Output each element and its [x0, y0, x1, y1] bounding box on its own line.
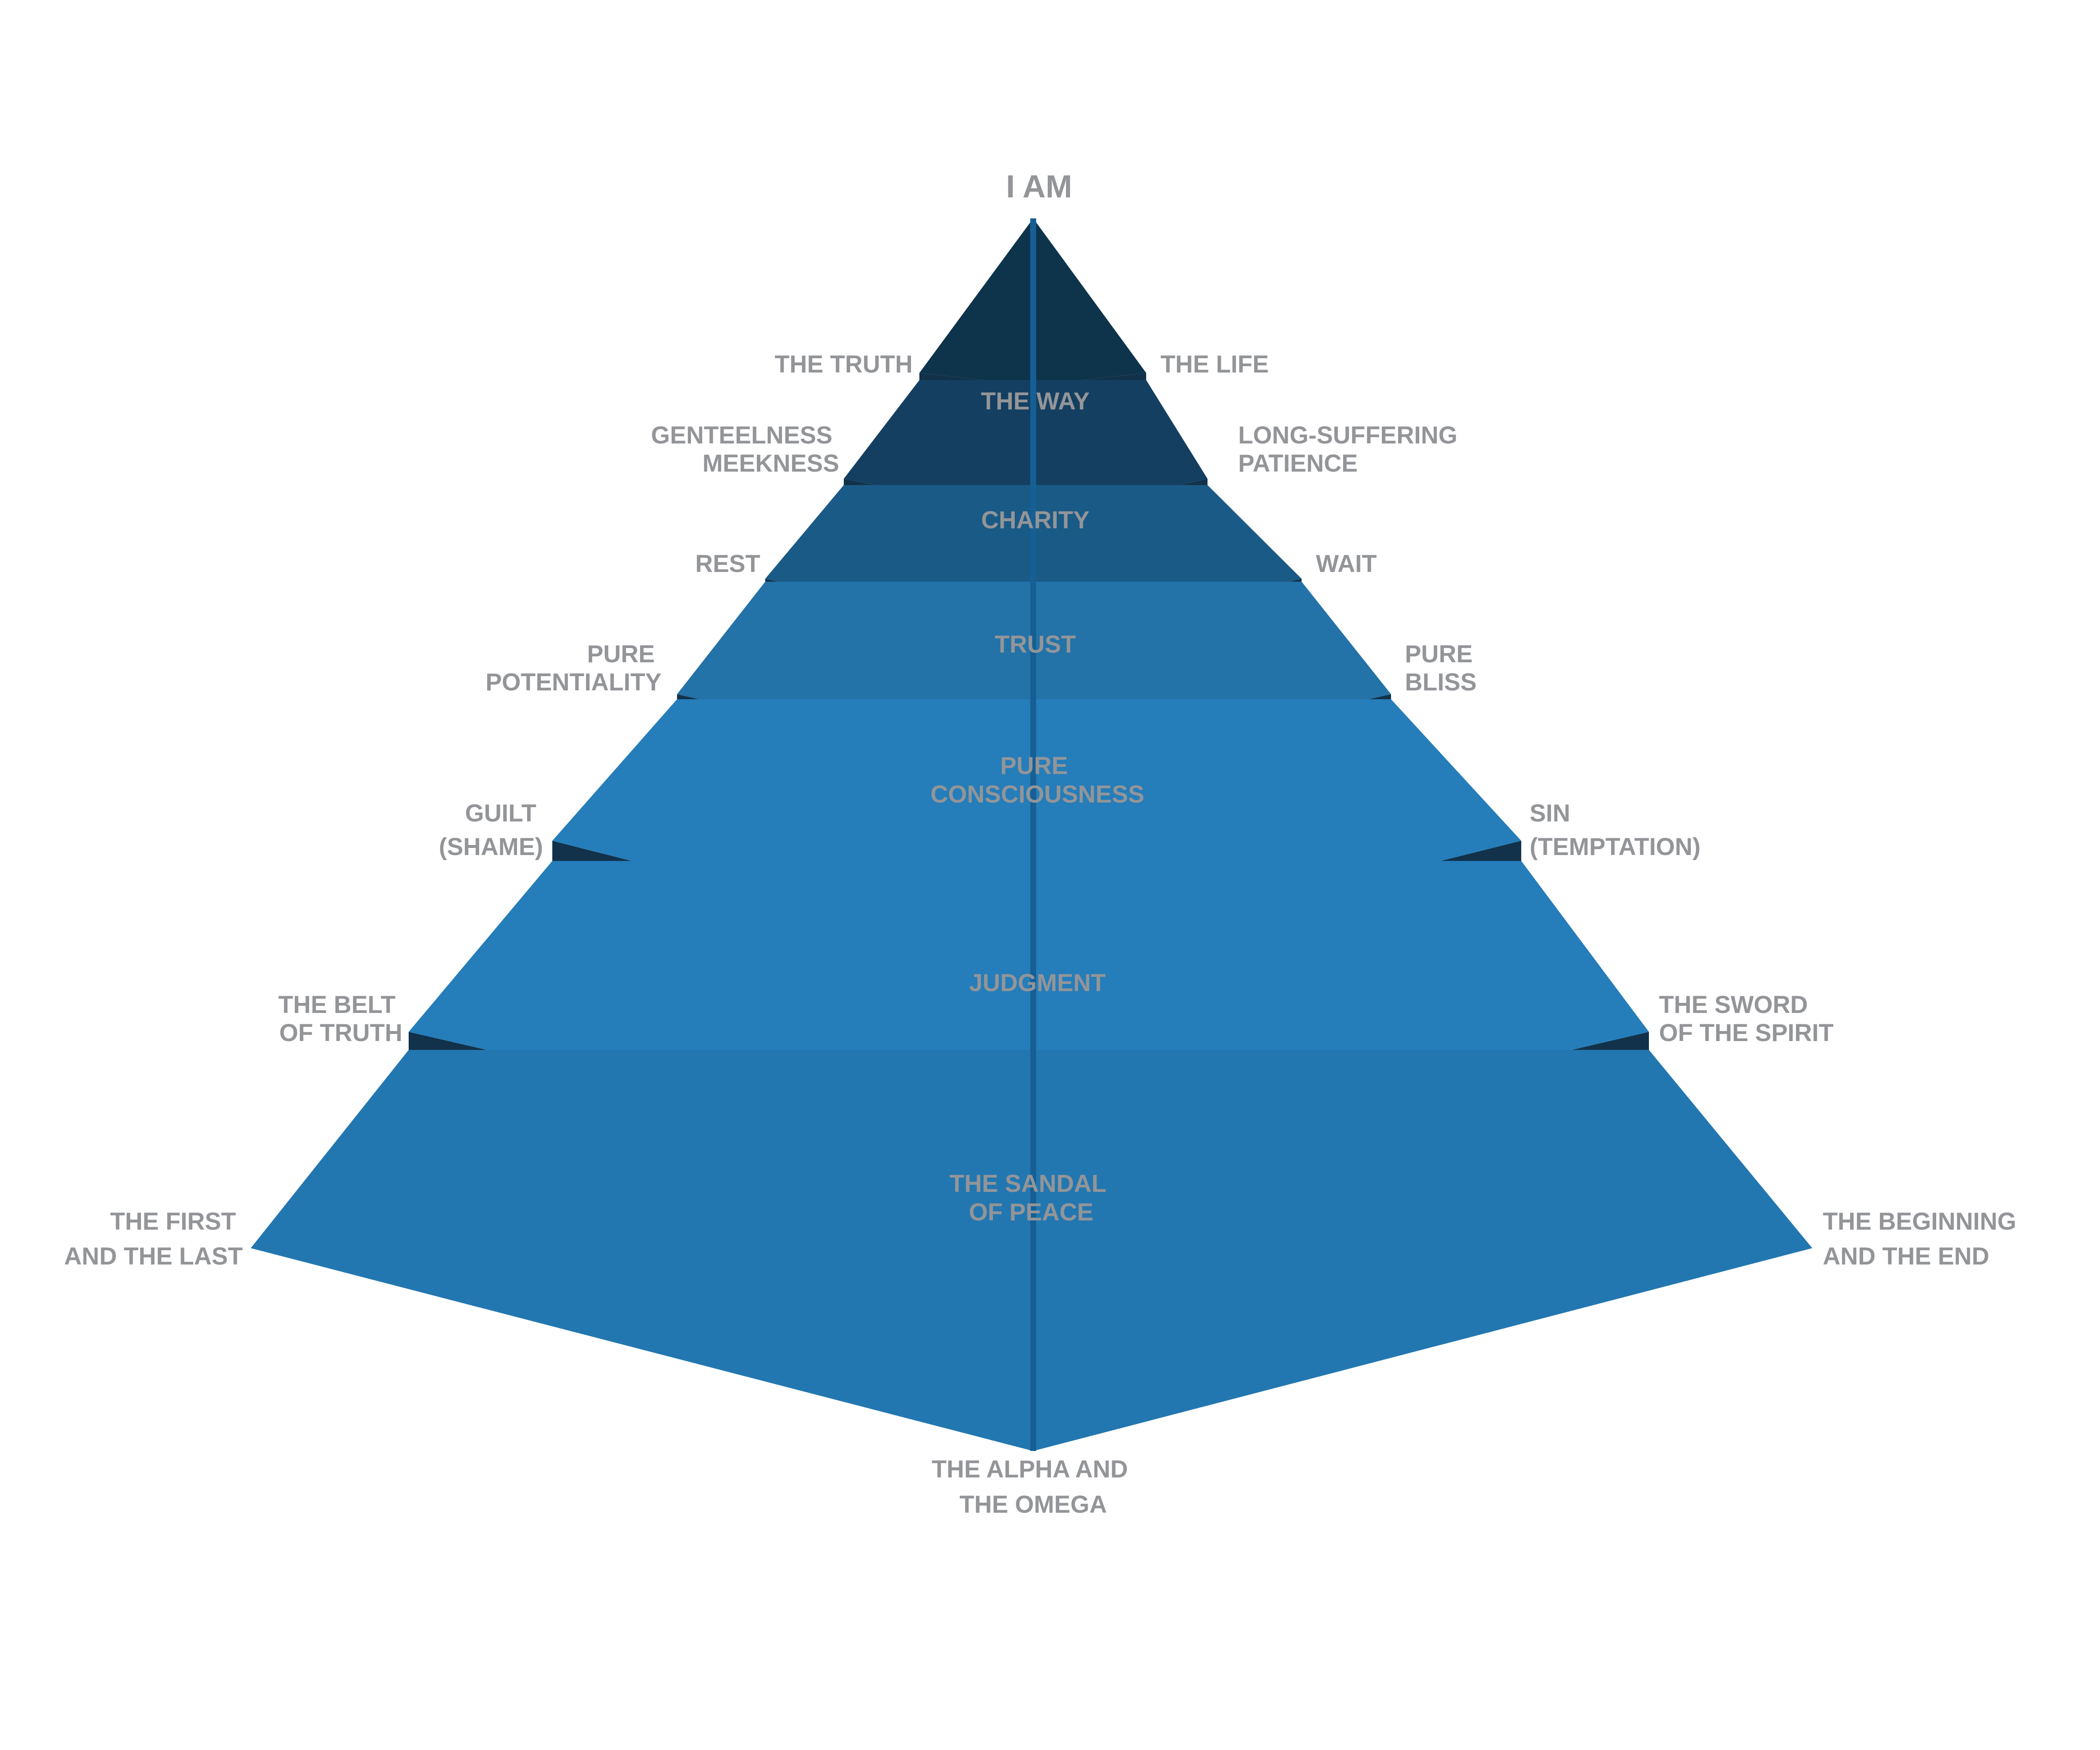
tier-4-center-label: PURE CONSCIOUSNESS — [930, 752, 1144, 808]
tier-1-right-label: THE LIFE — [1160, 351, 1269, 378]
tier-4-right-label: PURE BLISS — [1405, 640, 1479, 696]
tier-6-right-line-1: THE SWORD — [1659, 991, 1808, 1018]
tier-3-right-line-1: WAIT — [1316, 550, 1377, 577]
bottom-label: THE ALPHA AND THE OMEGA — [932, 1456, 1134, 1518]
tier-1-left-label: THE TRUTH — [774, 351, 913, 378]
tier-3-right-label: WAIT — [1316, 550, 1377, 577]
tier-7-left-label: THE FIRST AND THE LAST — [64, 1208, 243, 1270]
tier-6-right-label: THE SWORD OF THE SPIRIT — [1659, 991, 1834, 1047]
tier-5-right-line-2: (TEMPTATION) — [1530, 833, 1701, 861]
bottom-label-line-1: THE ALPHA AND — [932, 1456, 1128, 1483]
tier-4-right-line-2: BLISS — [1405, 669, 1477, 696]
tier-6-center-line-1: THE SANDAL — [950, 1170, 1106, 1197]
bottom-label-line-2: THE OMEGA — [959, 1491, 1107, 1518]
tier-3-center-line-1: TRUST — [995, 631, 1076, 658]
tier-6-center-label: THE SANDAL OF PEACE — [950, 1170, 1113, 1226]
tier-6-left-label: THE BELT OF TRUTH — [278, 991, 402, 1047]
tier-6-left-line-2: OF TRUTH — [279, 1019, 402, 1047]
tier-6-center-line-2: OF PEACE — [969, 1199, 1094, 1226]
tier-5-center-label: JUDGMENT — [969, 969, 1105, 997]
tier-7-right-line-2: AND THE END — [1823, 1243, 1989, 1270]
tier-2-right-line-1: LONG-SUFFERING — [1238, 422, 1457, 449]
tier-7-left-line-2: AND THE LAST — [64, 1243, 243, 1270]
tier-5-left-line-1: GUILT — [465, 800, 536, 827]
tier-2-center-label: CHARITY — [981, 506, 1089, 534]
tier-2-band — [844, 380, 1208, 518]
tier-3-left-line-1: REST — [695, 550, 760, 577]
tier-5-right-label: SIN (TEMPTATION) — [1530, 800, 1701, 861]
tier-2-right-label: LONG-SUFFERING PATIENCE — [1238, 422, 1464, 477]
tier-7-right-label: THE BEGINNING AND THE END — [1823, 1208, 2023, 1270]
tier-4-left-line-2: POTENTIALITY — [486, 669, 662, 696]
tier-7-left-line-1: THE FIRST — [110, 1208, 236, 1235]
tier-5-right-line-1: SIN — [1530, 800, 1570, 827]
tier-4-right-line-1: PURE — [1405, 640, 1473, 668]
tier-1-center-label: THE WAY — [981, 388, 1090, 415]
tier-2-left-line-1: GENTEELNESS — [651, 422, 832, 449]
tier-1-left-line-1: THE TRUTH — [774, 351, 913, 378]
tier-2-center-line-1: CHARITY — [981, 506, 1089, 534]
tier-3-center-label: TRUST — [995, 631, 1076, 658]
tier-1-right-line-1: THE LIFE — [1160, 351, 1269, 378]
tier-6-left-line-1: THE BELT — [278, 991, 396, 1018]
tier-2-left-label: GENTEELNESS MEEKNESS — [651, 422, 839, 477]
tier-4-left-label: PURE POTENTIALITY — [486, 640, 662, 696]
tier-2-left-line-2: MEEKNESS — [702, 450, 839, 477]
tier-4-center-line-1: PURE — [1000, 752, 1068, 779]
tier-7-right-line-1: THE BEGINNING — [1823, 1208, 2016, 1235]
apex-label: I AM — [1006, 169, 1072, 205]
tier-2-right-line-2: PATIENCE — [1238, 450, 1358, 477]
tier-1-center-line-1: THE WAY — [981, 388, 1090, 415]
tier-4-left-line-1: PURE — [587, 640, 655, 668]
tier-5-left-label: GUILT (SHAME) — [439, 800, 543, 861]
tier-3-left-label: REST — [695, 550, 760, 577]
tier-4-center-line-2: CONSCIOUSNESS — [930, 781, 1144, 808]
tier-5-left-line-2: (SHAME) — [439, 833, 543, 861]
tier-5-center-line-1: JUDGMENT — [969, 969, 1105, 997]
tier-6-right-line-2: OF THE SPIRIT — [1659, 1019, 1834, 1047]
